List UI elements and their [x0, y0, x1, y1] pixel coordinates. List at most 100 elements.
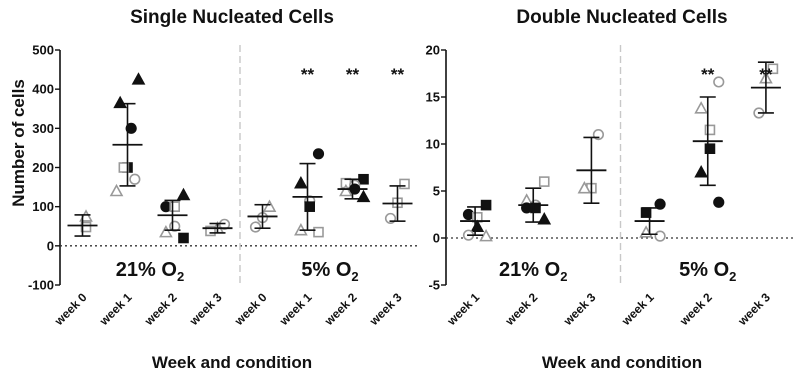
data-point-filled-circle — [160, 201, 172, 213]
data-point-open-square — [538, 176, 550, 187]
y-tick-label: 0 — [433, 231, 440, 246]
data-point-open-square — [399, 178, 410, 190]
condition-label: 21% O2 — [499, 259, 567, 284]
x-tick-label: week 2 — [141, 290, 180, 329]
data-group: ** — [692, 65, 725, 208]
data-point-filled-triangle — [356, 189, 371, 203]
chart-title: Single Nucleated Cells — [130, 7, 334, 28]
y-tick-label: 200 — [32, 160, 54, 175]
data-point-filled-triangle — [113, 95, 128, 109]
y-tick-label: -100 — [28, 278, 54, 293]
data-group — [67, 209, 98, 237]
data-point-open-circle — [654, 230, 666, 242]
chart-title: Double Nucleated Cells — [516, 7, 727, 28]
data-point-open-square — [313, 226, 324, 238]
condition-subscript: 2 — [351, 269, 358, 284]
x-tick-label: week 0 — [51, 290, 90, 329]
data-point-filled-square — [480, 199, 492, 211]
condition-label: 21% O2 — [116, 259, 184, 284]
significance-marker: ** — [301, 65, 315, 84]
y-tick-label: 20 — [426, 43, 440, 58]
data-group: ** — [750, 61, 781, 119]
data-point-filled-triangle — [131, 72, 146, 85]
data-group: ** — [382, 65, 413, 225]
data-point-open-triangle — [109, 183, 124, 197]
significance-marker: ** — [759, 65, 773, 84]
data-point-filled-triangle — [694, 165, 709, 178]
condition-label: 5% O2 — [301, 259, 358, 284]
data-group — [634, 198, 666, 242]
significance-marker: ** — [391, 65, 405, 84]
data-point-open-triangle — [339, 183, 353, 197]
y-tick-label: 100 — [32, 199, 54, 214]
y-tick-label: -5 — [428, 278, 440, 293]
data-group: ** — [337, 65, 371, 203]
y-axis-title: Number of cells — [9, 79, 28, 207]
condition-subscript: 2 — [560, 269, 567, 284]
x-tick-label: week 2 — [502, 290, 541, 329]
data-group — [247, 199, 278, 233]
y-tick-label: 5 — [433, 184, 440, 199]
x-tick-label: week 3 — [735, 290, 774, 329]
x-tick-label: week 3 — [366, 290, 405, 329]
data-point-filled-circle — [713, 196, 725, 208]
y-tick-label: 15 — [426, 90, 440, 105]
data-point-filled-triangle — [537, 212, 552, 225]
condition-subscript: 2 — [177, 269, 184, 284]
x-tick-label: week 0 — [231, 290, 270, 329]
data-point-filled-circle — [654, 198, 666, 210]
significance-marker: ** — [346, 65, 360, 84]
data-group — [518, 176, 552, 225]
data-point-filled-square — [704, 143, 716, 154]
data-point-filled-triangle — [294, 176, 308, 189]
data-point-open-square — [80, 221, 92, 233]
data-group — [576, 129, 607, 205]
panel-double-nucleated: Double Nucleated Cells Week and conditio… — [426, 7, 795, 372]
data-point-open-triangle — [694, 101, 709, 114]
significance-marker: ** — [701, 65, 715, 84]
data-point-open-circle — [249, 221, 262, 233]
x-tick-label: week 1 — [444, 290, 483, 329]
data-group: ** — [292, 65, 325, 238]
y-tick-label: 0 — [47, 238, 54, 253]
x-tick-label: week 1 — [96, 290, 135, 329]
y-tick-label: 500 — [32, 43, 54, 58]
y-tick-label: 400 — [32, 82, 54, 97]
x-axis-title: Week and condition — [542, 353, 702, 372]
x-tick-label: week 3 — [186, 290, 225, 329]
data-group — [202, 218, 233, 237]
data-point-filled-square — [304, 201, 316, 212]
data-point-open-triangle — [479, 228, 493, 242]
condition-subscript: 2 — [729, 269, 736, 284]
data-point-filled-triangle — [470, 219, 485, 233]
data-point-open-circle — [713, 76, 725, 88]
data-point-filled-square — [178, 232, 189, 244]
data-point-open-triangle — [577, 181, 592, 194]
data-group — [460, 199, 493, 242]
x-tick-label: week 3 — [560, 290, 599, 329]
data-point-open-triangle — [262, 199, 277, 212]
data-point-filled-circle — [462, 208, 475, 221]
x-tick-label: week 2 — [676, 290, 715, 329]
x-tick-label: week 1 — [618, 290, 657, 329]
data-point-filled-circle — [312, 148, 325, 160]
data-point-open-square — [767, 63, 779, 75]
data-point-open-square — [205, 225, 216, 237]
data-point-filled-circle — [125, 122, 137, 134]
panel-single-nucleated: Single Nucleated Cells Number of cells W… — [9, 7, 420, 372]
data-point-open-square — [704, 124, 716, 136]
data-group — [109, 72, 146, 197]
data-point-open-circle — [129, 173, 141, 185]
condition-label: 5% O2 — [679, 259, 736, 284]
data-point-open-square — [118, 162, 130, 173]
data-point-filled-triangle — [176, 187, 191, 201]
data-point-open-triangle — [159, 224, 173, 238]
y-tick-label: 300 — [32, 121, 54, 136]
x-axis-title: Week and condition — [152, 353, 312, 372]
x-tick-label: week 1 — [276, 290, 315, 329]
x-tick-label: week 2 — [321, 290, 360, 329]
data-group — [157, 187, 191, 244]
y-tick-label: 10 — [426, 137, 440, 152]
data-point-open-square — [169, 201, 180, 212]
